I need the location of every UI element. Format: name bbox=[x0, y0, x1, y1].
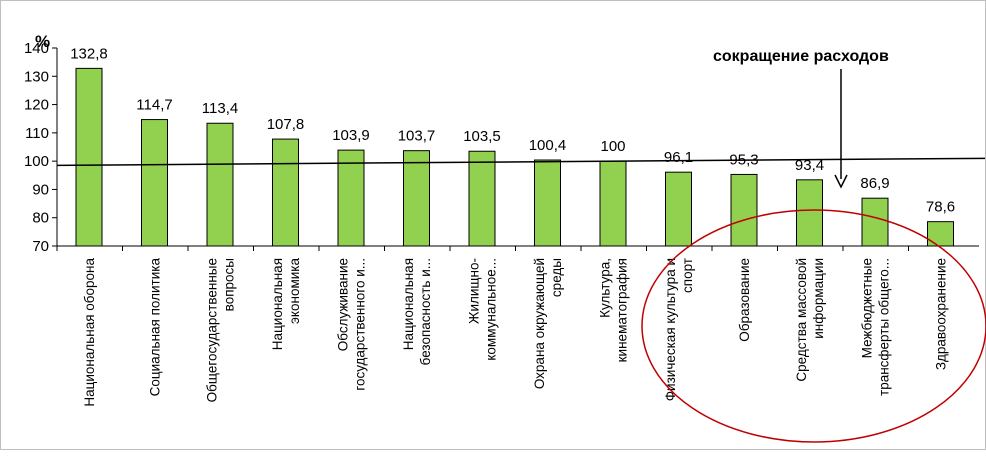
y-tick-label: 140 bbox=[24, 40, 49, 57]
data-label: 78,6 bbox=[926, 199, 955, 216]
x-category-label: вопросы bbox=[222, 258, 237, 311]
x-category-label: Общегосударственные bbox=[205, 258, 220, 402]
bar bbox=[730, 173, 758, 247]
y-tick-label: 110 bbox=[25, 125, 49, 142]
y-tick-label: 100 bbox=[24, 153, 49, 170]
x-category-label: Охрана окружающей bbox=[532, 258, 547, 389]
trend-line bbox=[56, 157, 986, 167]
bar bbox=[337, 149, 365, 247]
x-category-label: государственного и... bbox=[353, 258, 368, 391]
bar bbox=[861, 197, 889, 247]
bar bbox=[599, 160, 627, 247]
y-tick-label: 130 bbox=[24, 68, 49, 85]
data-label: 100,4 bbox=[529, 137, 567, 154]
x-category-label: Национальная оборона bbox=[82, 258, 97, 407]
bar bbox=[206, 122, 234, 247]
x-category-label: Национальная bbox=[401, 258, 416, 350]
highlight-ellipse bbox=[641, 209, 986, 443]
bar bbox=[534, 159, 561, 247]
x-category-label: Обслуживание bbox=[336, 258, 351, 351]
x-category-label: Социальная политика bbox=[148, 258, 163, 397]
data-label: 100 bbox=[600, 138, 625, 155]
bar bbox=[468, 150, 496, 247]
x-category-label: Межбюджетные bbox=[860, 258, 875, 358]
x-category-label: спорт bbox=[680, 258, 695, 293]
data-label: 113,4 bbox=[202, 100, 238, 117]
y-tick-label: 80 bbox=[32, 210, 49, 227]
x-category-label: Культура, bbox=[598, 258, 613, 318]
x-category-label: Физическая культура и bbox=[663, 258, 678, 401]
data-labels: 132,8 114,7 113,4 107,8 103,9 103,7 103,5 100,4… bbox=[70, 45, 955, 215]
y-tick-label: 70 bbox=[32, 238, 49, 255]
x-category-label: коммунальное... bbox=[484, 258, 499, 361]
bar bbox=[665, 171, 692, 247]
bar bbox=[403, 150, 430, 247]
bars bbox=[75, 67, 954, 247]
bar bbox=[272, 138, 299, 247]
x-category-label: трансферты общего... bbox=[877, 258, 892, 396]
bar bbox=[927, 221, 954, 247]
data-label: 86,9 bbox=[860, 175, 889, 192]
annotation-text: сокращение расходов bbox=[713, 48, 889, 65]
x-category-label: среды bbox=[549, 258, 564, 297]
annotation-arrowhead bbox=[834, 174, 848, 189]
data-label: 96,1 bbox=[664, 149, 693, 166]
data-label: 103,9 bbox=[332, 127, 370, 144]
data-label: 93,4 bbox=[795, 157, 824, 174]
x-category-label: безопасность и... bbox=[418, 258, 433, 365]
data-label: 103,5 bbox=[463, 128, 501, 145]
y-axis-unit-label: % bbox=[35, 32, 50, 51]
x-axis-labels: Национальная оборона Социальная политика О… bbox=[56, 246, 949, 407]
x-category-label: Образование bbox=[737, 258, 752, 342]
x-category-label: информации bbox=[811, 258, 826, 339]
x-category-label: Здравоохранение bbox=[934, 258, 949, 370]
data-label: 107,8 bbox=[267, 116, 305, 133]
data-label: 132,8 bbox=[70, 45, 108, 62]
bar bbox=[141, 119, 168, 247]
bar bbox=[75, 67, 103, 247]
bar bbox=[796, 179, 823, 247]
y-tick-label: 120 bbox=[24, 97, 49, 114]
x-category-label: Жилищно- bbox=[467, 258, 482, 324]
y-tick-label: 90 bbox=[32, 181, 49, 198]
x-category-label: Национальная bbox=[270, 258, 285, 350]
x-category-label: Средства массовой bbox=[794, 258, 809, 382]
data-label: 114,7 bbox=[136, 97, 172, 114]
x-category-label: кинематография bbox=[615, 258, 630, 362]
x-category-label: экономика bbox=[287, 258, 302, 324]
data-label: 103,7 bbox=[398, 128, 436, 145]
